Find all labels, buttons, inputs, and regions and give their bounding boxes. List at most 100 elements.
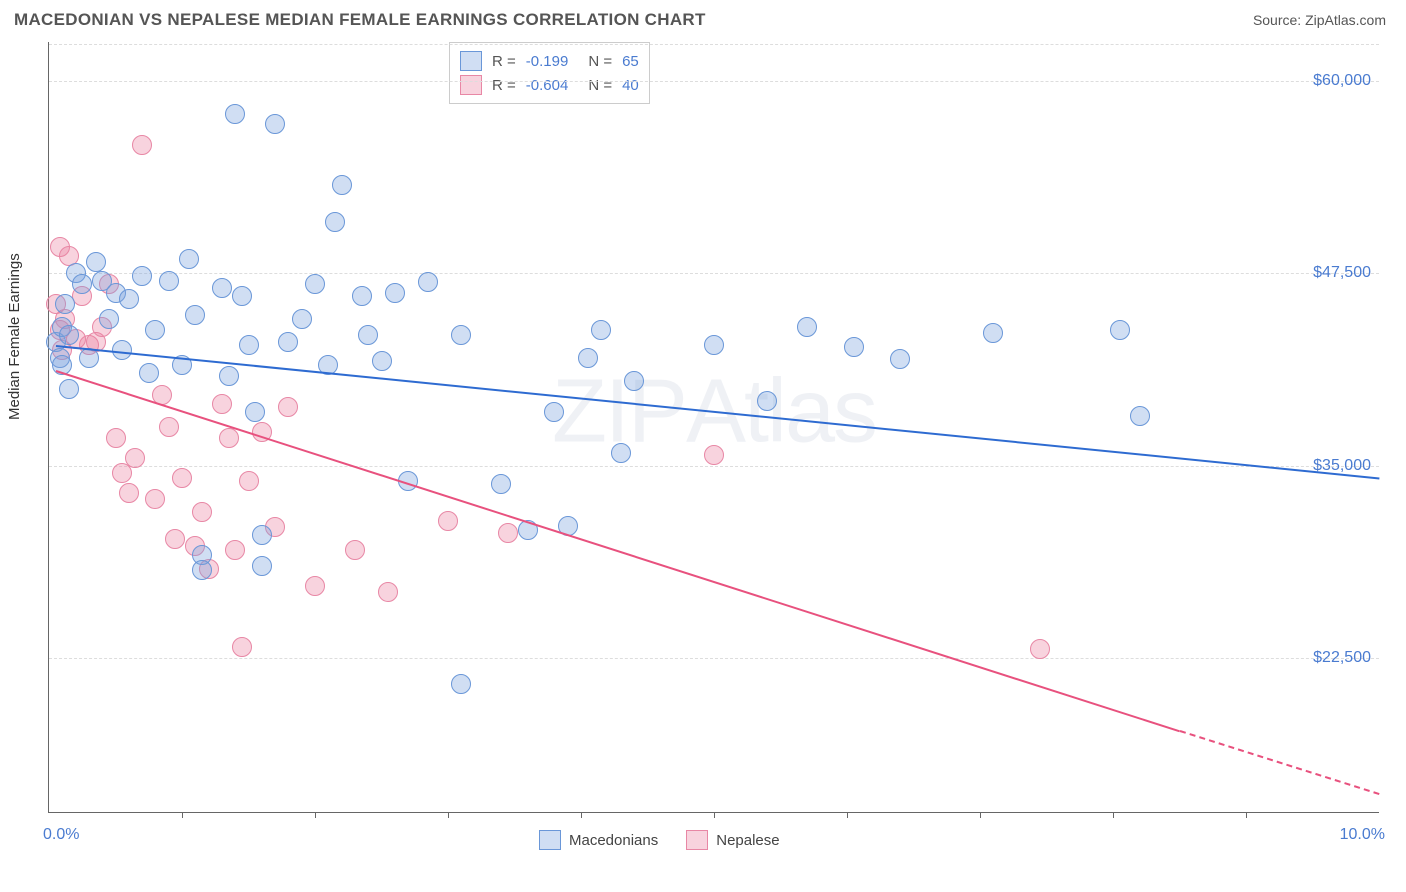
data-point-nepalese — [165, 529, 185, 549]
data-point-macedonians — [451, 674, 471, 694]
data-point-nepalese — [239, 471, 259, 491]
gridline — [49, 44, 1379, 45]
data-point-nepalese — [172, 468, 192, 488]
data-point-macedonians — [139, 363, 159, 383]
legend-series: Macedonians Nepalese — [539, 830, 780, 850]
x-tick — [1246, 812, 1247, 818]
data-point-nepalese — [132, 135, 152, 155]
legend-item-nepalese: Nepalese — [686, 830, 779, 850]
data-point-macedonians — [352, 286, 372, 306]
data-point-macedonians — [372, 351, 392, 371]
data-point-nepalese — [498, 523, 518, 543]
swatch-macedonians-2 — [539, 830, 561, 850]
data-point-macedonians — [232, 286, 252, 306]
data-point-macedonians — [145, 320, 165, 340]
data-point-macedonians — [491, 474, 511, 494]
data-point-nepalese — [145, 489, 165, 509]
data-point-nepalese — [378, 582, 398, 602]
data-point-nepalese — [106, 428, 126, 448]
trend-line-nepalese — [55, 370, 1179, 732]
data-point-nepalese — [704, 445, 724, 465]
y-tick-label: $47,500 — [1313, 264, 1371, 282]
data-point-nepalese — [212, 394, 232, 414]
legend-row-nepalese: R = -0.604 N = 40 — [460, 73, 639, 97]
data-point-nepalese — [159, 417, 179, 437]
trend-line-nepalese-ext — [1179, 730, 1379, 795]
gridline — [49, 81, 1379, 82]
data-point-macedonians — [704, 335, 724, 355]
data-point-macedonians — [55, 294, 75, 314]
data-point-macedonians — [252, 525, 272, 545]
data-point-macedonians — [59, 325, 79, 345]
data-point-macedonians — [219, 366, 239, 386]
legend-stats: R = -0.199 N = 65 R = -0.604 N = 40 — [449, 42, 650, 104]
data-point-macedonians — [179, 249, 199, 269]
x-tick — [182, 812, 183, 818]
data-point-nepalese — [219, 428, 239, 448]
data-point-nepalese — [125, 448, 145, 468]
data-point-macedonians — [385, 283, 405, 303]
data-point-macedonians — [332, 175, 352, 195]
data-point-macedonians — [418, 272, 438, 292]
data-point-macedonians — [757, 391, 777, 411]
data-point-nepalese — [225, 540, 245, 560]
swatch-macedonians — [460, 51, 482, 71]
gridline — [49, 466, 1379, 467]
data-point-macedonians — [1110, 320, 1130, 340]
data-point-macedonians — [451, 325, 471, 345]
chart-plot-area: ZIPAtlas R = -0.199 N = 65 R = -0.604 N … — [48, 42, 1379, 813]
data-point-nepalese — [119, 483, 139, 503]
gridline — [49, 273, 1379, 274]
data-point-nepalese — [345, 540, 365, 560]
data-point-macedonians — [325, 212, 345, 232]
data-point-nepalese — [305, 576, 325, 596]
data-point-macedonians — [225, 104, 245, 124]
data-point-nepalese — [1030, 639, 1050, 659]
data-point-macedonians — [185, 305, 205, 325]
data-point-macedonians — [252, 556, 272, 576]
x-tick — [1113, 812, 1114, 818]
data-point-macedonians — [99, 309, 119, 329]
chart-title: MACEDONIAN VS NEPALESE MEDIAN FEMALE EAR… — [14, 10, 706, 30]
swatch-nepalese — [460, 75, 482, 95]
data-point-macedonians — [245, 402, 265, 422]
data-point-macedonians — [358, 325, 378, 345]
x-tick — [847, 812, 848, 818]
data-point-macedonians — [278, 332, 298, 352]
data-point-nepalese — [192, 502, 212, 522]
x-tick — [315, 812, 316, 818]
legend-item-macedonians: Macedonians — [539, 830, 658, 850]
data-point-macedonians — [265, 114, 285, 134]
data-point-nepalese — [278, 397, 298, 417]
data-point-macedonians — [159, 271, 179, 291]
swatch-nepalese-2 — [686, 830, 708, 850]
data-point-macedonians — [797, 317, 817, 337]
x-min-label: 0.0% — [43, 826, 79, 844]
data-point-macedonians — [890, 349, 910, 369]
x-tick — [581, 812, 582, 818]
data-point-macedonians — [983, 323, 1003, 343]
y-tick-label: $22,500 — [1313, 649, 1371, 667]
data-point-nepalese — [232, 637, 252, 657]
data-point-macedonians — [591, 320, 611, 340]
gridline — [49, 658, 1379, 659]
data-point-macedonians — [86, 252, 106, 272]
data-point-macedonians — [132, 266, 152, 286]
data-point-macedonians — [212, 278, 232, 298]
x-tick — [980, 812, 981, 818]
data-point-macedonians — [119, 289, 139, 309]
data-point-macedonians — [305, 274, 325, 294]
x-tick — [714, 812, 715, 818]
data-point-macedonians — [624, 371, 644, 391]
data-point-macedonians — [578, 348, 598, 368]
data-point-nepalese — [438, 511, 458, 531]
data-point-macedonians — [611, 443, 631, 463]
y-tick-label: $60,000 — [1313, 72, 1371, 90]
data-point-macedonians — [239, 335, 259, 355]
data-point-macedonians — [72, 274, 92, 294]
data-point-macedonians — [844, 337, 864, 357]
legend-row-macedonians: R = -0.199 N = 65 — [460, 49, 639, 73]
data-point-macedonians — [1130, 406, 1150, 426]
data-point-macedonians — [292, 309, 312, 329]
source-attribution: Source: ZipAtlas.com — [1253, 12, 1386, 28]
